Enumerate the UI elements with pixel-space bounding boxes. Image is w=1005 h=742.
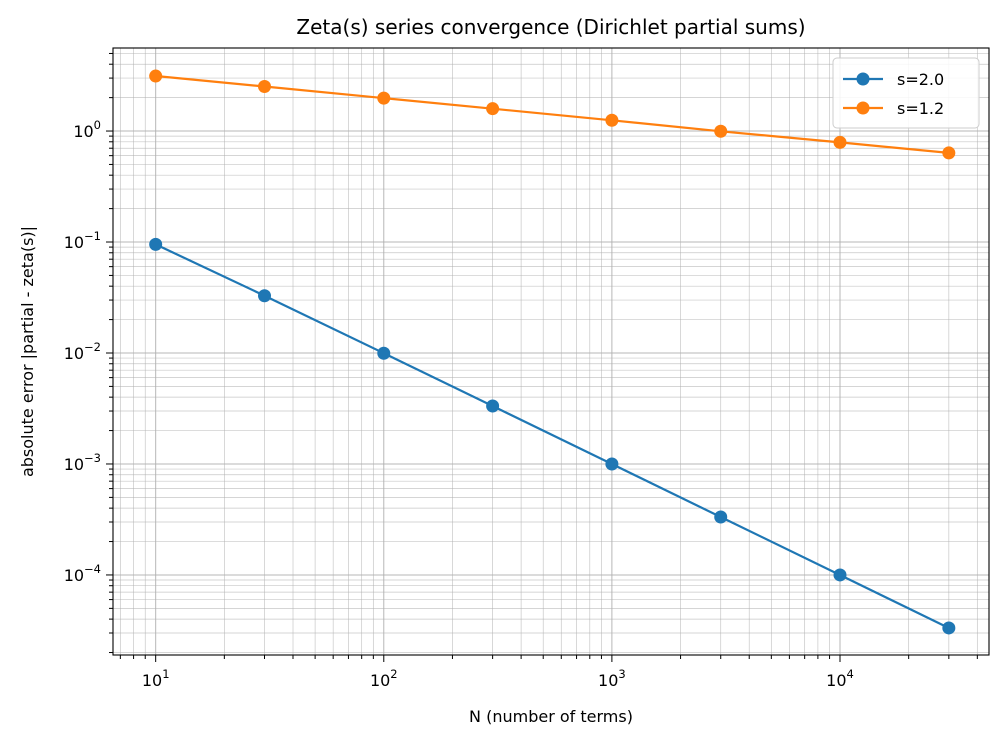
series-line-s-2-0 xyxy=(155,243,950,629)
y-tick-label: 10−3 xyxy=(64,451,101,474)
y-tick-label: 100 xyxy=(73,118,101,141)
x-tick-label: 104 xyxy=(826,667,854,690)
data-point-s-1-2 xyxy=(377,91,391,105)
ticks-layer: 101 102 103 104 100 10−1 10−2 10−3 10−4 xyxy=(64,52,978,690)
chart-title: Zeta(s) series convergence (Dirichlet pa… xyxy=(296,15,805,39)
x-tick-label: 103 xyxy=(598,667,626,690)
x-tick-label: 102 xyxy=(370,667,398,690)
data-point-s-1-2 xyxy=(605,113,619,127)
grid-lines xyxy=(113,48,989,655)
x-tick-label: 101 xyxy=(142,667,170,690)
data-point-s-2-0 xyxy=(149,237,163,251)
series-layer xyxy=(149,69,956,635)
data-point-s-1-2 xyxy=(149,69,163,83)
plot-frame xyxy=(112,47,990,656)
y-axis-label: absolute error |partial - zeta(s)| xyxy=(18,226,37,477)
series-line-s-1-2 xyxy=(155,74,949,154)
data-point-s-2-0 xyxy=(942,621,956,635)
data-point-s-2-0 xyxy=(833,568,847,582)
legend-box xyxy=(832,57,980,129)
data-point-s-2-0 xyxy=(377,346,391,360)
data-point-s-1-2 xyxy=(942,146,956,160)
y-tick-label: 10−4 xyxy=(64,562,101,585)
data-point-s-2-0 xyxy=(605,457,619,471)
legend: s=2.0 s=1.2 xyxy=(832,57,980,129)
data-point-s-2-0 xyxy=(714,510,728,524)
data-point-s-1-2 xyxy=(258,79,272,93)
data-point-s-1-2 xyxy=(714,124,728,138)
data-point-s-2-0 xyxy=(486,399,500,413)
legend-marker-s-2-0 xyxy=(856,72,870,86)
legend-label-s-2-0: s=2.0 xyxy=(897,70,944,89)
x-axis-label: N (number of terms) xyxy=(469,707,633,726)
legend-label-s-1-2: s=1.2 xyxy=(897,99,944,118)
y-tick-label: 10−1 xyxy=(64,229,101,252)
data-point-s-1-2 xyxy=(486,102,500,116)
data-point-s-2-0 xyxy=(258,289,272,303)
y-tick-label: 10−2 xyxy=(64,340,101,363)
data-point-s-1-2 xyxy=(833,135,847,149)
legend-marker-s-1-2 xyxy=(856,101,870,115)
